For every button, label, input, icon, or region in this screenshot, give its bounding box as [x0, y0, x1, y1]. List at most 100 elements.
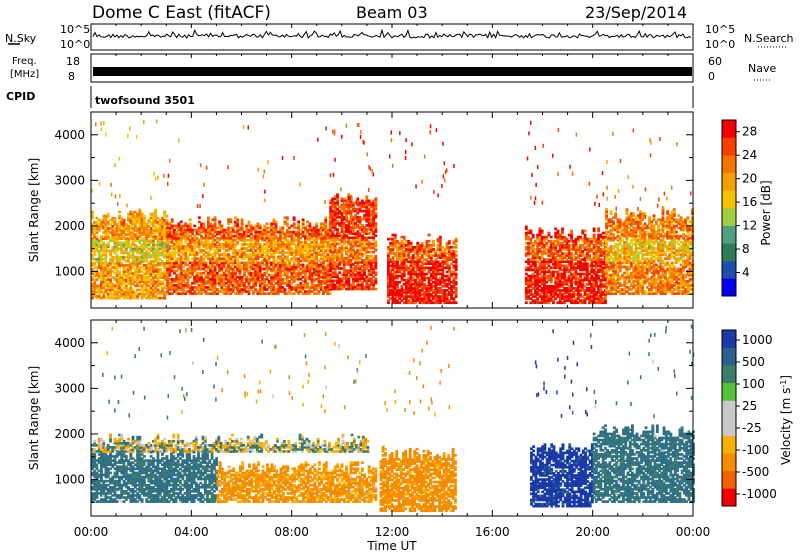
heatmap-cell — [188, 243, 192, 246]
heatmap-cell — [133, 237, 137, 240]
heatmap-cell — [308, 261, 312, 265]
heatmap-cell — [191, 257, 194, 261]
heatmap-cell — [245, 247, 249, 250]
heatmap-cell — [218, 243, 222, 246]
heatmap-cell — [322, 257, 325, 261]
heatmap-cell — [109, 290, 112, 294]
heatmap-cell — [209, 224, 212, 228]
heatmap-cell — [315, 251, 319, 254]
heatmap-cell — [122, 251, 126, 255]
heatmap-cell — [292, 251, 296, 254]
heatmap-cell — [297, 277, 301, 281]
heatmap-cell — [243, 271, 246, 275]
heatmap-cell — [143, 120, 145, 124]
heatmap-cell — [345, 252, 348, 256]
heatmap-cell — [265, 265, 269, 269]
heatmap-cell — [238, 236, 242, 240]
heatmap-cell — [374, 248, 378, 252]
heatmap-cell — [202, 290, 206, 293]
heatmap-cell — [197, 271, 201, 275]
heatmap-cell — [227, 290, 231, 293]
heatmap-cell — [197, 230, 201, 234]
heatmap-cell — [173, 243, 176, 246]
heatmap-cell — [299, 243, 303, 246]
heatmap-cell — [252, 263, 255, 267]
heatmap-cell — [202, 261, 206, 265]
heatmap-cell — [236, 222, 240, 226]
heatmap-cell — [328, 284, 332, 287]
heatmap-cell — [200, 228, 203, 232]
heatmap-cell — [240, 284, 244, 287]
heatmap-cell — [256, 230, 260, 234]
heatmap-cell — [218, 230, 222, 234]
heatmap-cell — [97, 284, 101, 288]
heatmap-cell — [258, 251, 262, 254]
heatmap-cell — [149, 227, 153, 230]
heatmap-cell — [145, 251, 149, 255]
heatmap-cell — [182, 236, 185, 240]
heatmap-cell — [247, 284, 251, 287]
heatmap-cell — [222, 271, 226, 275]
heatmap-cell — [313, 280, 316, 283]
heatmap-cell — [340, 248, 344, 252]
heatmap-cell — [147, 288, 151, 292]
heatmap-cell — [145, 288, 149, 292]
heatmap-cell — [317, 228, 321, 232]
heatmap-cell — [213, 238, 217, 242]
heatmap-cell — [326, 228, 330, 232]
heatmap-cell — [156, 290, 160, 294]
heatmap-cell — [313, 232, 316, 236]
heatmap-cell — [197, 273, 201, 277]
heatmap-cell — [292, 286, 296, 289]
heatmap-cell — [122, 235, 126, 238]
heatmap-cell — [111, 284, 115, 288]
heatmap-cell — [91, 216, 94, 220]
heatmap-cell — [319, 243, 323, 246]
heatmap-cell — [195, 273, 199, 277]
heatmap-cell — [229, 247, 233, 250]
heatmap-cell — [103, 121, 105, 126]
heatmap-cell — [227, 277, 231, 281]
heatmap-cell — [220, 234, 224, 238]
heatmap-cell — [342, 236, 346, 240]
heatmap-cell — [154, 257, 158, 261]
heatmap-cell — [163, 241, 167, 245]
heatmap-cell — [120, 249, 124, 253]
cpid-program: twofsound 3501 — [95, 94, 195, 107]
heatmap-cell — [267, 226, 271, 230]
heatmap-cell — [322, 263, 325, 267]
heatmap-cell — [170, 253, 174, 256]
heatmap-cell — [152, 253, 155, 257]
heatmap-cell — [191, 251, 194, 254]
heatmap-cell — [197, 263, 201, 267]
heatmap-cell — [240, 247, 244, 250]
heatmap-cell — [227, 265, 231, 269]
heatmap-cell — [229, 245, 233, 248]
heatmap-cell — [211, 288, 215, 291]
heatmap-cell — [299, 241, 303, 244]
heatmap-cell — [340, 224, 344, 227]
heatmap-cell — [433, 190, 435, 194]
heatmap-cell — [283, 290, 287, 293]
heatmap-cell — [308, 245, 312, 248]
heatmap-cell — [340, 244, 344, 248]
heatmap-cell — [265, 245, 269, 248]
heatmap-cell — [124, 264, 128, 267]
heatmap-cell — [258, 271, 262, 275]
heatmap-cell — [138, 280, 142, 284]
heatmap-cell — [265, 255, 269, 259]
heatmap-cell — [177, 243, 181, 246]
heatmap-cell — [100, 121, 102, 126]
heatmap-cell — [322, 277, 325, 281]
heatmap-cell — [191, 263, 194, 267]
heatmap-cell — [104, 259, 108, 263]
heatmap-cell — [111, 286, 115, 290]
heatmap-cell — [193, 269, 197, 273]
heatmap-cell — [256, 255, 260, 259]
heatmap-cell — [145, 233, 149, 236]
heatmap-cell — [122, 243, 126, 247]
heatmap-cell — [263, 230, 267, 234]
heatmap-cell — [158, 243, 162, 247]
heatmap-cell — [258, 288, 262, 291]
heatmap-cell — [140, 284, 144, 288]
